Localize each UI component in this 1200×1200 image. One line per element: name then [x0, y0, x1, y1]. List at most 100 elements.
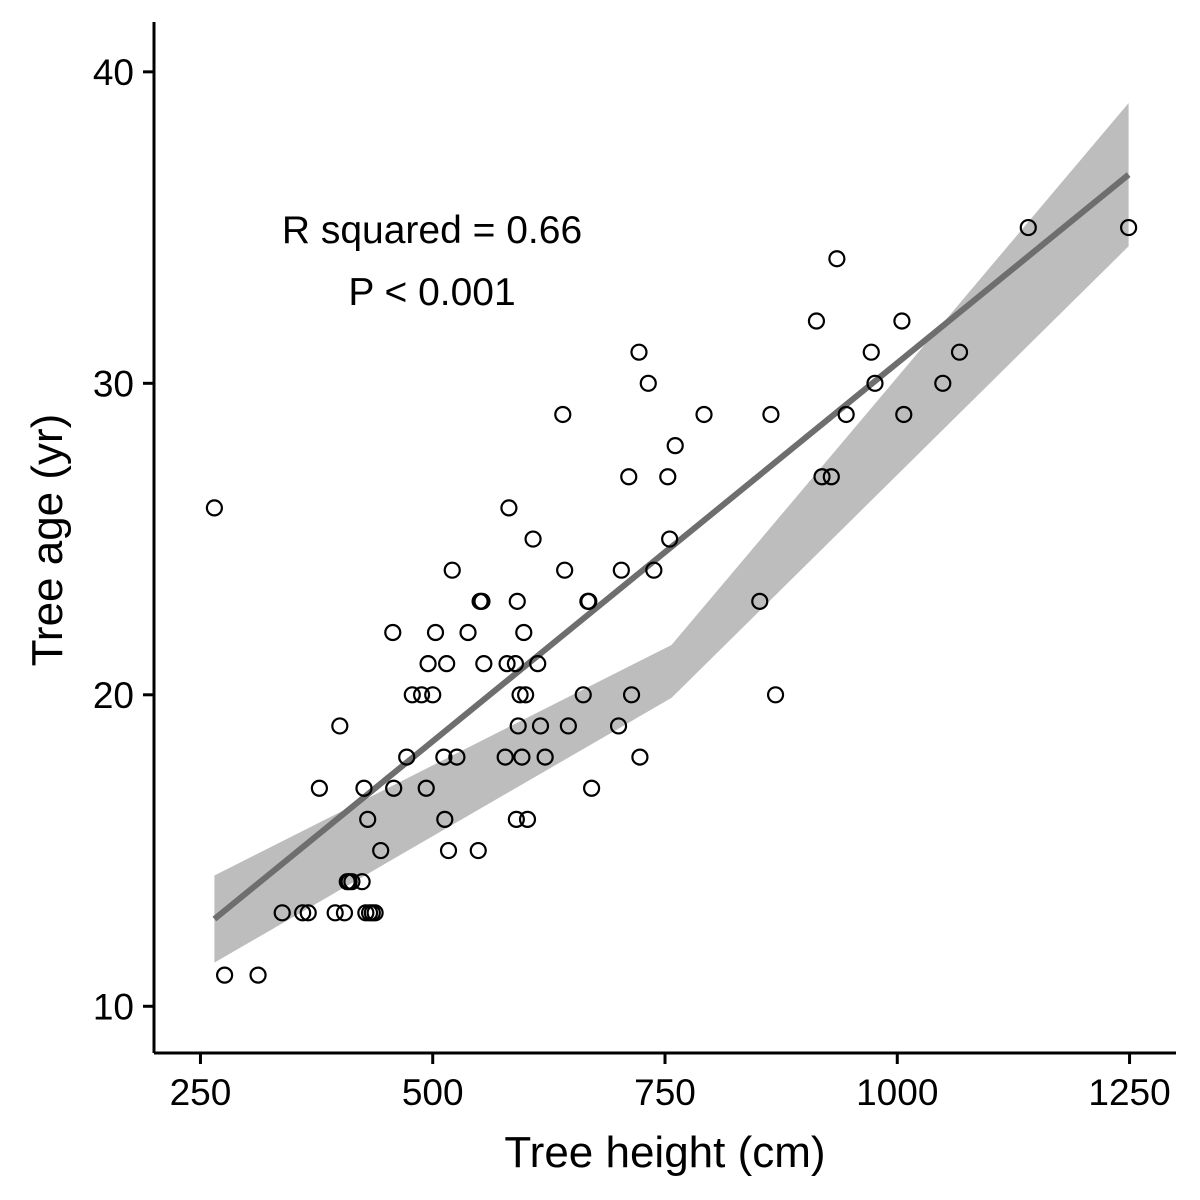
data-point [837, 405, 855, 424]
x-tick-label: 250 [170, 1072, 232, 1113]
data-point [310, 779, 328, 797]
data-point [574, 686, 592, 704]
data-point [424, 686, 442, 704]
data-point [500, 499, 518, 517]
data-point [822, 468, 840, 486]
data-point [895, 405, 913, 424]
data-point [412, 686, 431, 704]
data-point [473, 592, 491, 610]
data-point [950, 343, 969, 361]
data-point [249, 966, 267, 984]
data-point [524, 530, 542, 548]
data-point [353, 873, 371, 891]
data-point [536, 748, 554, 766]
data-point [355, 779, 373, 797]
data-point [436, 810, 454, 828]
data-point [630, 343, 648, 361]
ticks-layer: 250 500 750 1000 1250 10 20 30 40 [93, 52, 1171, 1113]
data-point [515, 623, 533, 642]
x-tick-label: 1250 [1088, 1072, 1170, 1113]
data-point [509, 717, 527, 735]
r-squared-annotation: R squared = 0.66 [282, 209, 582, 252]
data-point [807, 312, 826, 330]
data-point [556, 561, 574, 579]
data-points-layer [205, 218, 1138, 984]
data-point [417, 779, 435, 797]
data-point [866, 374, 884, 392]
data-point [583, 779, 601, 797]
data-point [448, 748, 466, 766]
data-point [343, 873, 361, 891]
data-point [862, 343, 880, 361]
data-point [385, 779, 403, 797]
data-point [443, 561, 461, 579]
x-tick-label: 750 [634, 1072, 696, 1113]
data-point [1019, 218, 1037, 237]
data-point [695, 405, 713, 424]
data-point [419, 655, 437, 673]
y-tick-label: 20 [93, 675, 134, 716]
data-point [559, 717, 577, 735]
data-point [372, 841, 390, 860]
data-point [661, 530, 679, 548]
data-point [366, 904, 384, 922]
data-point [459, 623, 477, 642]
data-point [426, 623, 445, 642]
data-point [294, 904, 312, 922]
data-point [828, 250, 846, 268]
data-point [438, 655, 456, 673]
data-point [762, 405, 780, 424]
data-point [475, 655, 493, 673]
data-point [511, 686, 529, 704]
data-point [639, 374, 657, 392]
data-point [666, 437, 684, 455]
x-tick-label: 1000 [856, 1072, 938, 1113]
data-point [659, 468, 677, 486]
x-axis-title: Tree height (cm) [504, 1128, 825, 1177]
confidence-band-layer [214, 102, 1129, 963]
data-point [1120, 218, 1138, 237]
data-point [331, 717, 349, 735]
data-point [507, 810, 525, 828]
data-point [580, 592, 598, 610]
data-point [216, 966, 234, 984]
confidence-band [214, 102, 1129, 963]
data-point [622, 686, 641, 704]
data-point [496, 748, 514, 766]
data-point [403, 686, 421, 704]
data-point [645, 561, 663, 579]
data-point [435, 748, 453, 766]
y-tick-label: 10 [93, 986, 134, 1027]
data-point [384, 623, 402, 642]
data-point [751, 592, 769, 610]
y-tick-label: 30 [93, 363, 134, 404]
data-point [513, 748, 531, 766]
x-tick-label: 500 [402, 1072, 464, 1113]
data-point [506, 655, 525, 673]
data-point [893, 312, 911, 330]
data-point [299, 904, 317, 922]
data-point [612, 561, 630, 579]
data-point [766, 686, 785, 704]
data-point [273, 904, 291, 922]
data-point [631, 748, 649, 766]
data-point [517, 686, 535, 704]
data-point [531, 717, 550, 735]
data-point [398, 748, 416, 766]
data-point [620, 468, 638, 486]
data-point [529, 655, 547, 673]
data-point [469, 841, 487, 860]
data-point [813, 468, 831, 486]
data-point [359, 810, 377, 828]
p-value-annotation: P < 0.001 [348, 271, 515, 314]
data-point [498, 655, 516, 673]
data-point [205, 499, 223, 517]
data-point [554, 405, 572, 424]
y-axis-title: Tree age (yr) [23, 414, 72, 667]
data-point [934, 374, 952, 392]
y-tick-label: 40 [93, 52, 134, 93]
data-point [335, 904, 354, 922]
data-point [518, 810, 537, 828]
